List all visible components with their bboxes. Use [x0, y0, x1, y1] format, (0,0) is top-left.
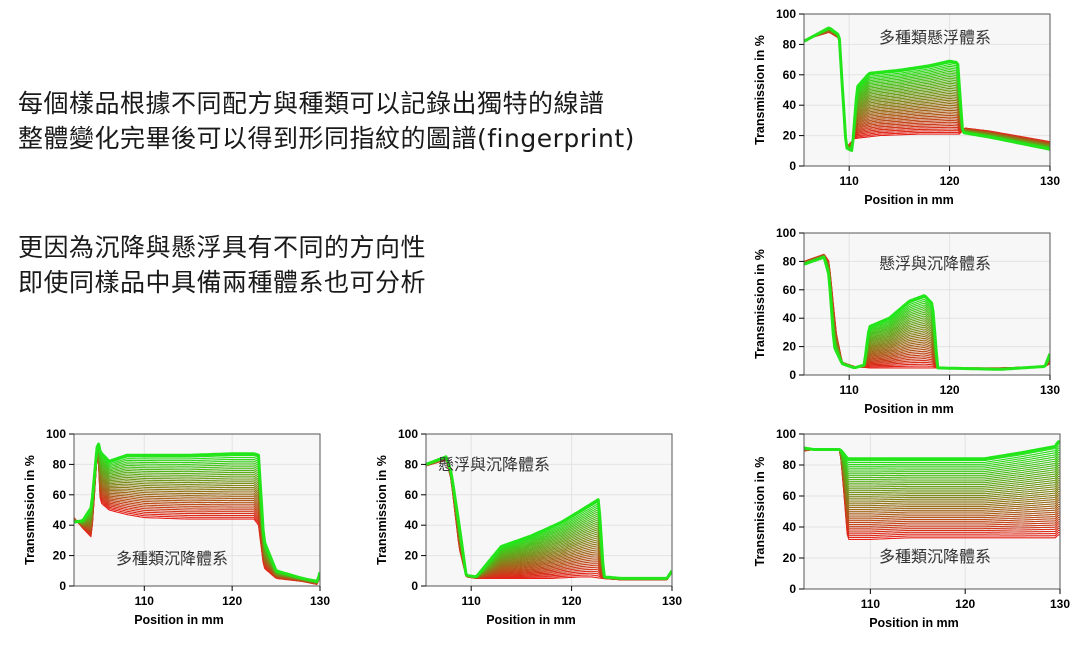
y-tick-label: 100: [398, 427, 418, 441]
x-tick-label: 130: [1050, 597, 1070, 611]
x-axis-label: Position in mm: [864, 193, 954, 207]
x-tick-label: 110: [861, 597, 881, 611]
y-tick-label: 40: [783, 98, 797, 112]
x-tick-label: 110: [135, 594, 155, 608]
y-axis-label: Transmission in %: [23, 455, 37, 565]
chart-svg: 0 20 40 60 80 100 110 120 130 Position in mm Trans…: [753, 427, 1070, 630]
x-tick-label: 110: [840, 383, 860, 397]
plot-frame: [425, 433, 673, 587]
series-line: [804, 440, 1060, 461]
series-line: [804, 255, 1050, 371]
x-tick-label: 120: [955, 597, 975, 611]
y-tick-label: 40: [783, 520, 797, 534]
y-tick-label: 100: [46, 427, 66, 441]
y-tick-label: 20: [405, 549, 419, 563]
slide-text-line: 整體變化完畢後可以得到形同指紋的圖譜(fingerprint): [18, 124, 635, 153]
y-tick-label: 60: [783, 68, 797, 82]
series-group: [426, 455, 672, 581]
series-group: [804, 440, 1060, 540]
chart-svg: 0 20 40 60 80 100 110 120 130 Position in mm Trans…: [23, 427, 330, 627]
series-line: [804, 445, 1060, 464]
x-tick-label: 130: [1040, 383, 1060, 397]
series-line: [804, 26, 1050, 152]
slide-text-line: 即使同樣品中具備兩種體系也可分析: [18, 268, 427, 297]
y-tick-label: 80: [783, 458, 797, 472]
y-tick-label: 60: [783, 283, 797, 297]
x-axis-label: Position in mm: [869, 616, 959, 630]
chart-mid-right: 0 20 40 60 80 100 110 120 130 Position in mm Trans…: [750, 226, 1070, 417]
y-tick-label: 80: [405, 457, 419, 471]
x-axis-label: Position in mm: [486, 613, 576, 627]
y-axis-label: Transmission in %: [753, 249, 767, 359]
y-axis-label: Transmission in %: [375, 455, 389, 565]
series-line: [804, 447, 1060, 469]
plot-frame: [803, 13, 1051, 167]
y-tick-label: 80: [783, 37, 797, 51]
y-axis-label: Transmission in %: [753, 35, 767, 145]
y-tick-label: 80: [53, 457, 67, 471]
x-axis-label: Position in mm: [864, 402, 954, 416]
series-line: [426, 455, 672, 580]
y-tick-label: 60: [405, 488, 419, 502]
slide-text-line: 更因為沉降與懸浮具有不同的方向性: [18, 233, 427, 262]
y-tick-label: 100: [776, 7, 796, 21]
chart-annotation: 懸浮與沉降體系: [879, 254, 991, 273]
series-line: [804, 447, 1060, 465]
chart-svg: 0 20 40 60 80 100 110 120 130 Position in mm Trans…: [753, 226, 1060, 416]
series-group: [74, 442, 320, 585]
y-tick-label: 20: [783, 129, 797, 143]
chart-annotation: 懸浮與沉降體系: [438, 455, 550, 474]
y-tick-label: 40: [53, 518, 67, 532]
y-tick-label: 20: [783, 340, 797, 354]
y-tick-label: 0: [59, 579, 66, 593]
series-group: [804, 253, 1050, 371]
plot-frame: [73, 433, 321, 587]
chart-svg: 0 20 40 60 80 100 110 120 130 Position in mm Trans…: [375, 427, 682, 627]
x-axis-label: Position in mm: [134, 613, 224, 627]
slide-text-line: 每個樣品根據不同配方與種類可以記錄出獨特的線譜: [18, 89, 605, 118]
slide-text-block-1: 每個樣品根據不同配方與種類可以記錄出獨特的線譜 整體變化完畢後可以得到形同指紋的…: [18, 86, 635, 156]
y-tick-label: 40: [405, 518, 419, 532]
x-tick-label: 120: [940, 174, 960, 188]
y-tick-label: 0: [789, 368, 796, 382]
y-tick-label: 60: [53, 488, 67, 502]
chart-bottom-middle: 0 20 40 60 80 100 110 120 130 Position in mm Trans…: [372, 427, 692, 633]
chart-svg: 0 20 40 60 80 100 110 120 130 Position in mm Trans…: [753, 7, 1060, 207]
x-tick-label: 120: [940, 383, 960, 397]
x-tick-label: 130: [662, 594, 682, 608]
y-axis-label: Transmission in %: [753, 457, 767, 567]
series-line: [804, 447, 1060, 467]
y-tick-label: 0: [411, 579, 418, 593]
chart-bottom-right: 0 20 40 60 80 100 110 120 130 Position in mm Trans…: [750, 427, 1070, 640]
series-group: [804, 26, 1050, 152]
series-line: [74, 442, 320, 583]
plot-frame: [803, 232, 1051, 376]
x-tick-label: 110: [840, 174, 860, 188]
y-tick-label: 20: [53, 549, 67, 563]
plot-frame: [803, 433, 1061, 590]
y-tick-label: 100: [776, 226, 796, 240]
chart-top-right: 0 20 40 60 80 100 110 120 130 Position in mm Trans…: [750, 7, 1070, 213]
y-tick-label: 0: [789, 159, 796, 173]
x-tick-label: 120: [222, 594, 242, 608]
x-tick-label: 120: [562, 594, 582, 608]
chart-annotation: 多種類懸浮體系: [879, 28, 991, 47]
x-tick-label: 110: [462, 594, 482, 608]
y-tick-label: 20: [783, 551, 797, 565]
y-tick-label: 80: [783, 254, 797, 268]
y-tick-label: 60: [783, 489, 797, 503]
slide-text-block-2: 更因為沉降與懸浮具有不同的方向性 即使同樣品中具備兩種體系也可分析: [18, 230, 426, 300]
y-tick-label: 40: [783, 311, 797, 325]
chart-annotation: 多種類沉降體系: [879, 547, 991, 566]
y-tick-label: 0: [789, 582, 796, 596]
series-line: [804, 447, 1060, 471]
chart-bottom-left: 0 20 40 60 80 100 110 120 130 Position in mm Trans…: [20, 427, 340, 633]
y-tick-label: 100: [776, 427, 796, 441]
x-tick-label: 130: [1040, 174, 1060, 188]
x-tick-label: 130: [310, 594, 330, 608]
chart-annotation: 多種類沉降體系: [116, 549, 228, 568]
